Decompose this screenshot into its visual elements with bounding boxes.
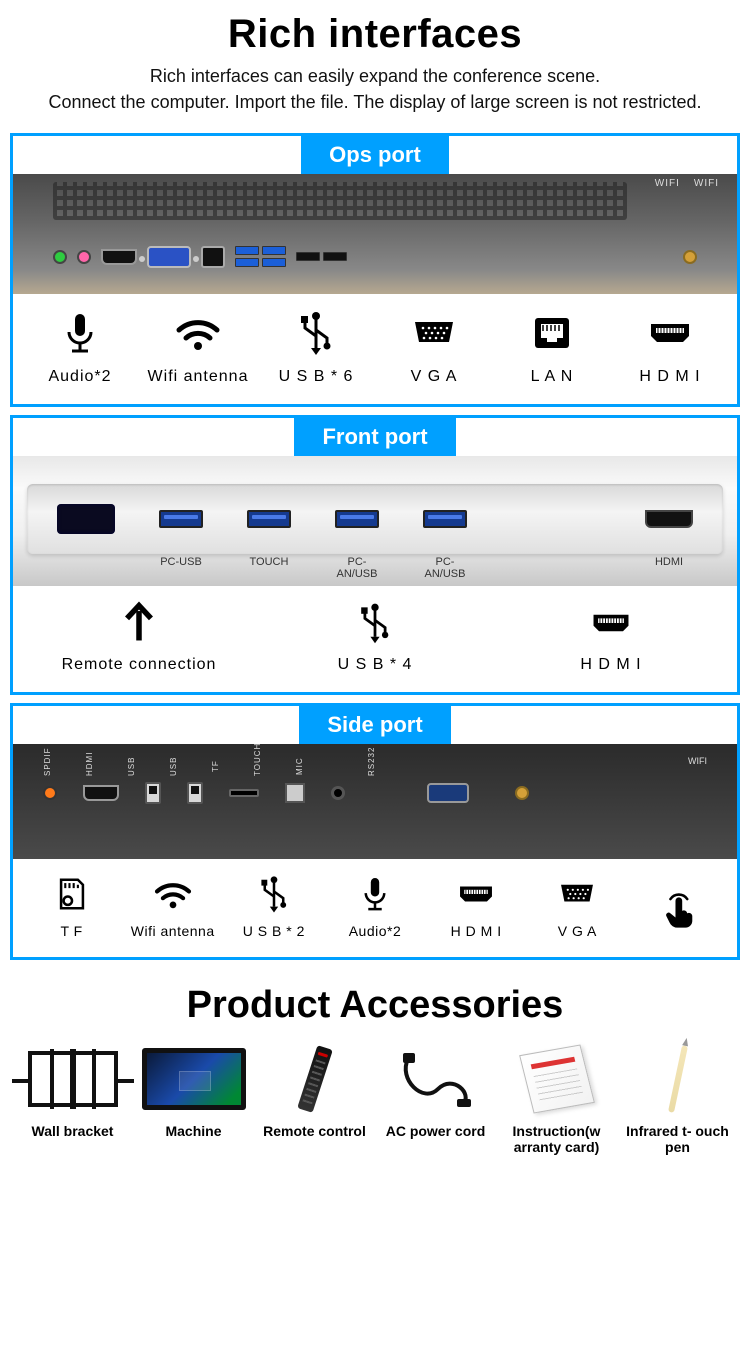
- wifi-label: WIFI: [694, 178, 719, 189]
- usb-icon: U S B * 4: [257, 600, 493, 674]
- subtitle-2: Connect the computer. Import the file. T…: [20, 89, 730, 115]
- mic-jack: [77, 250, 91, 264]
- accessories-row: Wall bracket Machine Remote control AC p…: [0, 1041, 750, 1175]
- front-photo: PC-USB TOUCH PC-AN/USB PC-AN/USB HDMI: [13, 456, 737, 586]
- usb-icon: U S B * 2: [223, 873, 324, 939]
- front-icons: Remote connection U S B * 4 H D M I: [13, 586, 737, 692]
- acc-manual: Instruction(w arranty card): [500, 1041, 613, 1155]
- acc-remote: Remote control: [258, 1041, 371, 1155]
- vga-icon: V G A: [527, 873, 628, 939]
- side-panel: Side port SPDIF HDMI USB USB TF TOUCH MI…: [10, 703, 740, 960]
- antenna-port: [515, 786, 529, 800]
- side-photo-labels: SPDIF HDMI USB USB TF TOUCH MIC RS232: [43, 756, 707, 776]
- usb-port: [187, 782, 203, 804]
- ops-photo: WIFI WIFI: [13, 174, 737, 294]
- usb-icon: U S B * 6: [257, 308, 375, 386]
- lan-port: [201, 246, 225, 268]
- touch-port: [285, 783, 305, 803]
- acc-touch-pen: Infrared t- ouch pen: [621, 1041, 734, 1155]
- usb-port: [145, 782, 161, 804]
- wifi-icon: Wifi antenna: [139, 308, 257, 386]
- front-panel: Front port PC-USB TOUCH PC-AN/USB PC-AN/…: [10, 415, 740, 695]
- mic-port: [331, 786, 345, 800]
- ops-icons: Audio*2 Wifi antenna U S B * 6 V G A L A…: [13, 294, 737, 404]
- vga-port: [147, 246, 191, 268]
- acc-machine: Machine: [137, 1041, 250, 1155]
- acc-wall-bracket: Wall bracket: [16, 1041, 129, 1155]
- ops-panel: Ops port WIFI WIFI Audio*2 Wifi antenna U…: [10, 133, 740, 407]
- side-photo: SPDIF HDMI USB USB TF TOUCH MIC RS232 WI…: [13, 744, 737, 859]
- side-icons: T F Wifi antenna U S B * 2 Audio*2 H D M…: [13, 859, 737, 957]
- mic-icon: Audio*2: [21, 308, 139, 386]
- side-tab: Side port: [299, 706, 450, 744]
- page-header: Rich interfaces Rich interfaces can easi…: [0, 0, 750, 125]
- hdmi-port: [83, 785, 119, 801]
- tf-icon: T F: [21, 873, 122, 939]
- audio-jack: [53, 250, 67, 264]
- tf-slot: [229, 789, 259, 797]
- subtitle-1: Rich interfaces can easily expand the co…: [20, 63, 730, 89]
- accessories-title: Product Accessories: [0, 984, 750, 1027]
- vga-icon: V G A: [375, 308, 493, 386]
- arrow-icon: Remote connection: [21, 600, 257, 674]
- hdmi-icon: H D M I: [493, 600, 729, 674]
- wifi-label: WIFI: [688, 756, 707, 766]
- mic-icon: Audio*2: [324, 873, 425, 939]
- spdif-port: [43, 786, 57, 800]
- wifi-label: WIFI: [655, 178, 680, 189]
- hdmi-port: [101, 249, 137, 265]
- ops-tab: Ops port: [301, 136, 449, 174]
- touch-icon: [628, 889, 729, 939]
- ir-window: [57, 504, 115, 534]
- usb-port: [159, 510, 203, 528]
- hdmi-icon: H D M I: [426, 873, 527, 939]
- wifi-icon: Wifi antenna: [122, 873, 223, 939]
- hdmi-icon: H D M I: [611, 308, 729, 386]
- acc-power-cord: AC power cord: [379, 1041, 492, 1155]
- usb-block: [235, 246, 286, 267]
- rs232-port: [427, 783, 469, 803]
- usb-port: [335, 510, 379, 528]
- usb-port: [423, 510, 467, 528]
- lan-icon: L A N: [493, 308, 611, 386]
- antenna-port: [683, 250, 697, 264]
- usb-port: [247, 510, 291, 528]
- page-title: Rich interfaces: [20, 12, 730, 57]
- front-tab: Front port: [294, 418, 455, 456]
- hdmi-port: [645, 510, 693, 528]
- usb-block: [296, 252, 347, 261]
- front-photo-labels: PC-USB TOUCH PC-AN/USB PC-AN/USB HDMI: [27, 556, 723, 580]
